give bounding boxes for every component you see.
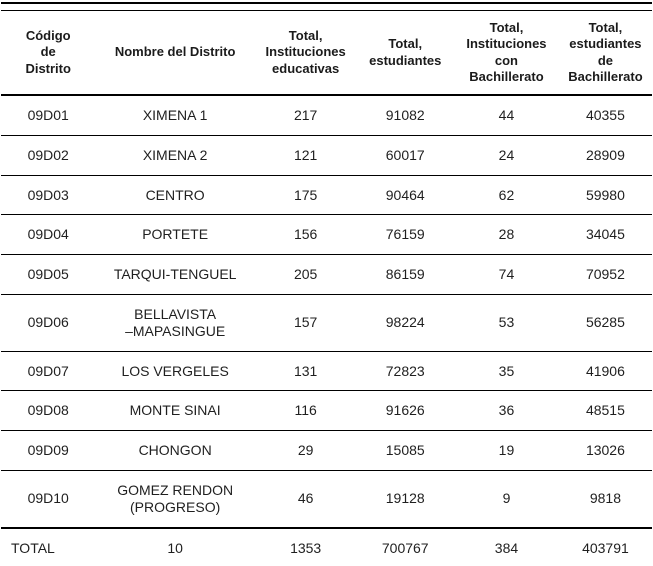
cell-students-bachillerato: 9818 xyxy=(558,470,652,529)
cell-district-name: 10 xyxy=(167,539,183,556)
cell-total-institutions: 217 xyxy=(254,95,357,136)
cell-district-code: 09D04 xyxy=(1,214,96,256)
cell-district-code: 09D01 xyxy=(1,95,96,136)
cell-district-name: TARQUI-TENGUEL xyxy=(95,254,255,295)
cell-district-name: MONTE SINAI xyxy=(95,390,255,432)
cell-institutions-bachillerato: 19 xyxy=(454,430,559,471)
cell-students-bachillerato: 13026 xyxy=(558,430,652,471)
column-header-total-students: Total, estudiantes xyxy=(356,10,455,96)
table-row: 09D07 LOS VERGELES 131 72823 35 41906 xyxy=(1,351,652,392)
cell-institutions-bachillerato: 44 xyxy=(454,95,559,136)
cell-total-institutions: 1353 xyxy=(290,539,322,556)
cell-institutions-bachillerato: 36 xyxy=(454,390,559,432)
cell-total-institutions: 116 xyxy=(254,390,357,432)
cell-total-students: 91626 xyxy=(356,390,455,432)
cell-total-students: 76159 xyxy=(356,214,455,256)
table-header: Código de Distrito Nombre del Distrito T… xyxy=(1,10,652,96)
cell-district-name: XIMENA 1 xyxy=(95,95,255,136)
cell-total-institutions: 46 xyxy=(254,470,357,529)
cell-total-students: 91082 xyxy=(356,95,455,136)
cell-institutions-bachillerato: 74 xyxy=(454,254,559,295)
column-header-students-bachillerato: Total, estudiantes de Bachillerato xyxy=(558,10,652,96)
column-header-total-institutions: Total, Instituciones educativas xyxy=(254,10,357,96)
cell-total-institutions: 131 xyxy=(254,351,357,392)
cell-students-bachillerato: 48515 xyxy=(558,390,652,432)
total-row: TOTAL 10 1353 700767 384 403791 xyxy=(1,528,652,566)
table-row: 09D08 MONTE SINAI 116 91626 36 48515 xyxy=(1,390,652,432)
column-header-institutions-bachillerato: Total, Instituciones con Bachillerato xyxy=(454,10,559,96)
cell-district-code: 09D10 xyxy=(1,470,96,529)
cell-district-name: LOS VERGELES xyxy=(95,351,255,392)
cell-total-institutions: 205 xyxy=(254,254,357,295)
cell-district-name: BELLAVISTA –MAPASINGUE xyxy=(95,294,255,352)
cell-total-students: 72823 xyxy=(356,351,455,392)
cell-district-code: 09D02 xyxy=(1,135,96,176)
cell-district-code: 09D08 xyxy=(1,390,96,432)
cell-total-students: 90464 xyxy=(356,175,455,216)
cell-total-institutions: 156 xyxy=(254,214,357,256)
cell-students-bachillerato: 34045 xyxy=(558,214,652,256)
column-header-district-name: Nombre del Distrito xyxy=(95,10,255,96)
table-row: 09D09 CHONGON 29 15085 19 13026 xyxy=(1,430,652,471)
cell-total-students: 60017 xyxy=(356,135,455,176)
table-body: 09D01 XIMENA 1 217 91082 44 40355 09D02 … xyxy=(1,95,652,566)
cell-district-code: 09D07 xyxy=(1,351,96,392)
cell-district-name: XIMENA 2 xyxy=(95,135,255,176)
cell-total-label: TOTAL xyxy=(11,539,55,556)
cell-district-name: CHONGON xyxy=(95,430,255,471)
cell-total-students: 86159 xyxy=(356,254,455,295)
table-row: 09D04 PORTETE 156 76159 28 34045 xyxy=(1,214,652,256)
cell-total-students: 700767 xyxy=(381,539,429,556)
table-row: 09D02 XIMENA 2 121 60017 24 28909 xyxy=(1,135,652,176)
cell-students-bachillerato: 59980 xyxy=(558,175,652,216)
cell-students-bachillerato: 70952 xyxy=(558,254,652,295)
cell-total-institutions: 175 xyxy=(254,175,357,216)
district-table: Código de Distrito Nombre del Distrito T… xyxy=(1,10,652,566)
table-row: 09D05 TARQUI-TENGUEL 205 86159 74 70952 xyxy=(1,254,652,295)
header-row: Código de Distrito Nombre del Distrito T… xyxy=(1,10,652,96)
cell-institutions-bachillerato: 62 xyxy=(454,175,559,216)
cell-total-institutions: 121 xyxy=(254,135,357,176)
cell-institutions-bachillerato: 384 xyxy=(494,539,519,556)
table-row: 09D10 GOMEZ RENDON (PROGRESO) 46 19128 9… xyxy=(1,470,652,529)
table-row: 09D01 XIMENA 1 217 91082 44 40355 xyxy=(1,95,652,136)
column-header-district-code: Código de Distrito xyxy=(1,10,96,96)
cell-institutions-bachillerato: 35 xyxy=(454,351,559,392)
cell-students-bachillerato: 28909 xyxy=(558,135,652,176)
cell-students-bachillerato: 40355 xyxy=(558,95,652,136)
cell-students-bachillerato: 41906 xyxy=(558,351,652,392)
cell-students-bachillerato: 56285 xyxy=(558,294,652,352)
cell-total-students: 15085 xyxy=(356,430,455,471)
cell-institutions-bachillerato: 9 xyxy=(454,470,559,529)
cell-district-code: 09D06 xyxy=(1,294,96,352)
table-row: 09D06 BELLAVISTA –MAPASINGUE 157 98224 5… xyxy=(1,294,652,352)
cell-district-name: PORTETE xyxy=(95,214,255,256)
cell-district-code: 09D05 xyxy=(1,254,96,295)
cell-institutions-bachillerato: 53 xyxy=(454,294,559,352)
cell-total-institutions: 29 xyxy=(254,430,357,471)
cell-institutions-bachillerato: 24 xyxy=(454,135,559,176)
cell-district-code: 09D09 xyxy=(1,430,96,471)
cell-total-institutions: 157 xyxy=(254,294,357,352)
cell-students-bachillerato: 403791 xyxy=(582,539,629,556)
table-row: 09D03 CENTRO 175 90464 62 59980 xyxy=(1,175,652,216)
cell-district-name: CENTRO xyxy=(95,175,255,216)
cell-district-name: GOMEZ RENDON (PROGRESO) xyxy=(95,470,255,529)
cell-total-students: 19128 xyxy=(356,470,455,529)
cell-total-students: 98224 xyxy=(356,294,455,352)
cell-institutions-bachillerato: 28 xyxy=(454,214,559,256)
cell-district-code: 09D03 xyxy=(1,175,96,216)
